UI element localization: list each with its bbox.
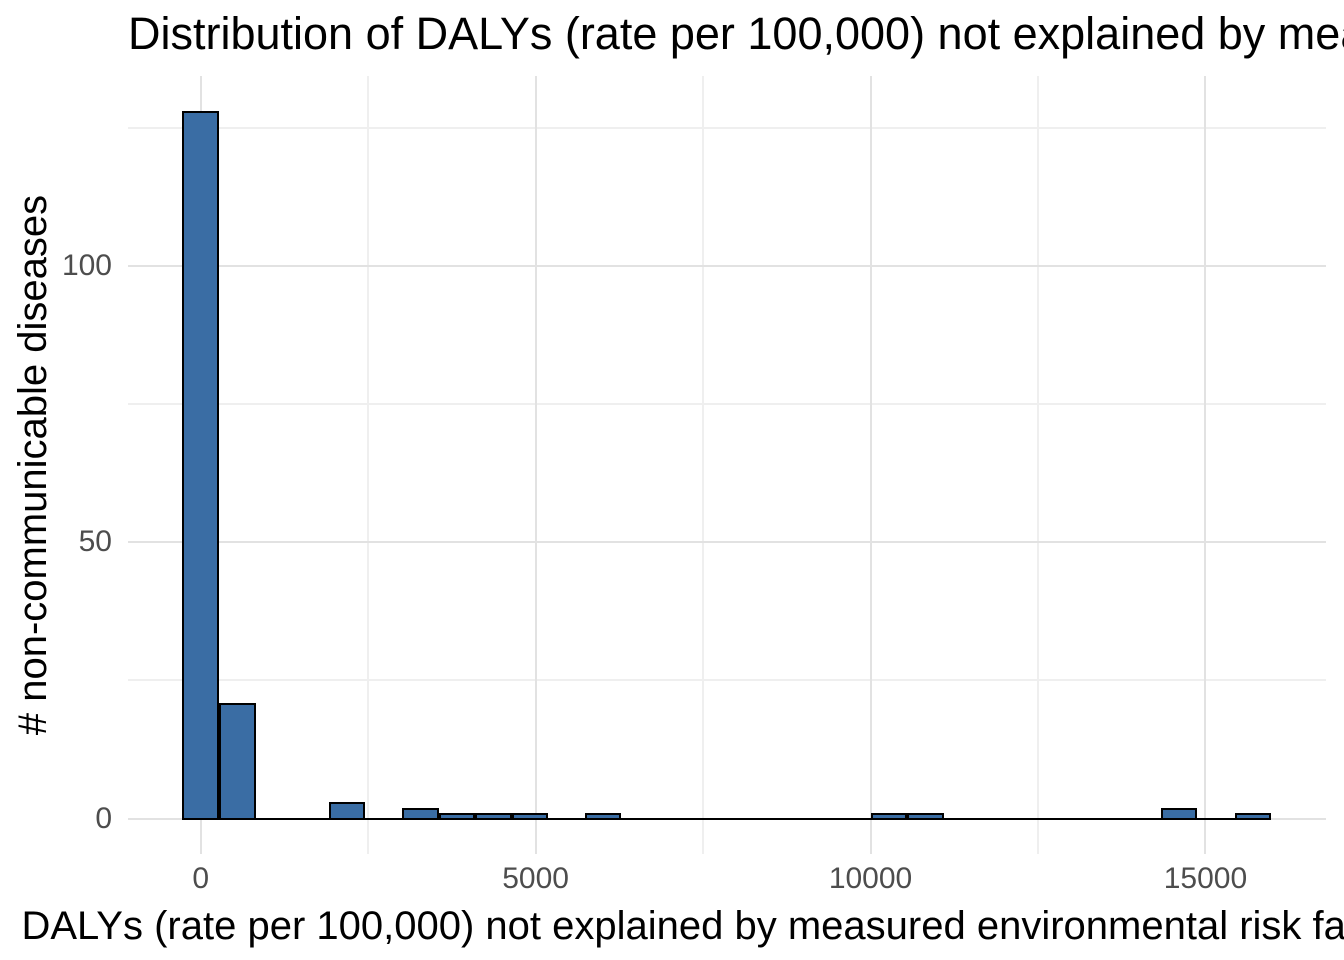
histogram-bar <box>219 702 256 820</box>
histogram-bar <box>475 813 512 820</box>
histogram-bar <box>1234 813 1272 820</box>
x-tick-label: 0 <box>192 862 210 895</box>
x-minor-gridline <box>367 76 370 854</box>
histogram-bar <box>438 813 476 820</box>
histogram-bar <box>907 813 944 820</box>
y-major-gridline <box>128 265 1326 268</box>
histogram-bar <box>870 813 908 820</box>
histogram-baseline <box>182 817 1272 820</box>
x-major-gridline <box>869 76 872 854</box>
y-tick-label: 100 <box>61 249 112 283</box>
y-minor-gridline <box>128 126 1326 129</box>
y-minor-gridline <box>128 679 1326 682</box>
y-tick-label: 50 <box>78 525 112 559</box>
histogram-bar <box>328 802 366 820</box>
x-tick-label: 15000 <box>1163 862 1248 895</box>
histogram-bar <box>182 111 220 820</box>
y-major-gridline <box>128 541 1326 544</box>
x-axis-title: DALYs (rate per 100,000) not explained b… <box>21 904 1344 948</box>
histogram-bar <box>401 807 439 820</box>
x-minor-gridline <box>1036 76 1039 854</box>
x-minor-gridline <box>702 76 705 854</box>
x-tick-label: 5000 <box>502 862 569 895</box>
histogram-bar <box>584 813 622 820</box>
x-tick-label: 10000 <box>828 862 913 895</box>
histogram-bar <box>511 813 549 820</box>
x-major-gridline <box>534 76 537 854</box>
y-tick-label: 0 <box>95 801 112 835</box>
y-minor-gridline <box>128 403 1326 406</box>
plot-panel <box>128 76 1326 854</box>
x-major-gridline <box>1204 76 1207 854</box>
chart-title: Distribution of DALYs (rate per 100,000)… <box>128 8 1344 59</box>
histogram-bar <box>1160 807 1198 820</box>
